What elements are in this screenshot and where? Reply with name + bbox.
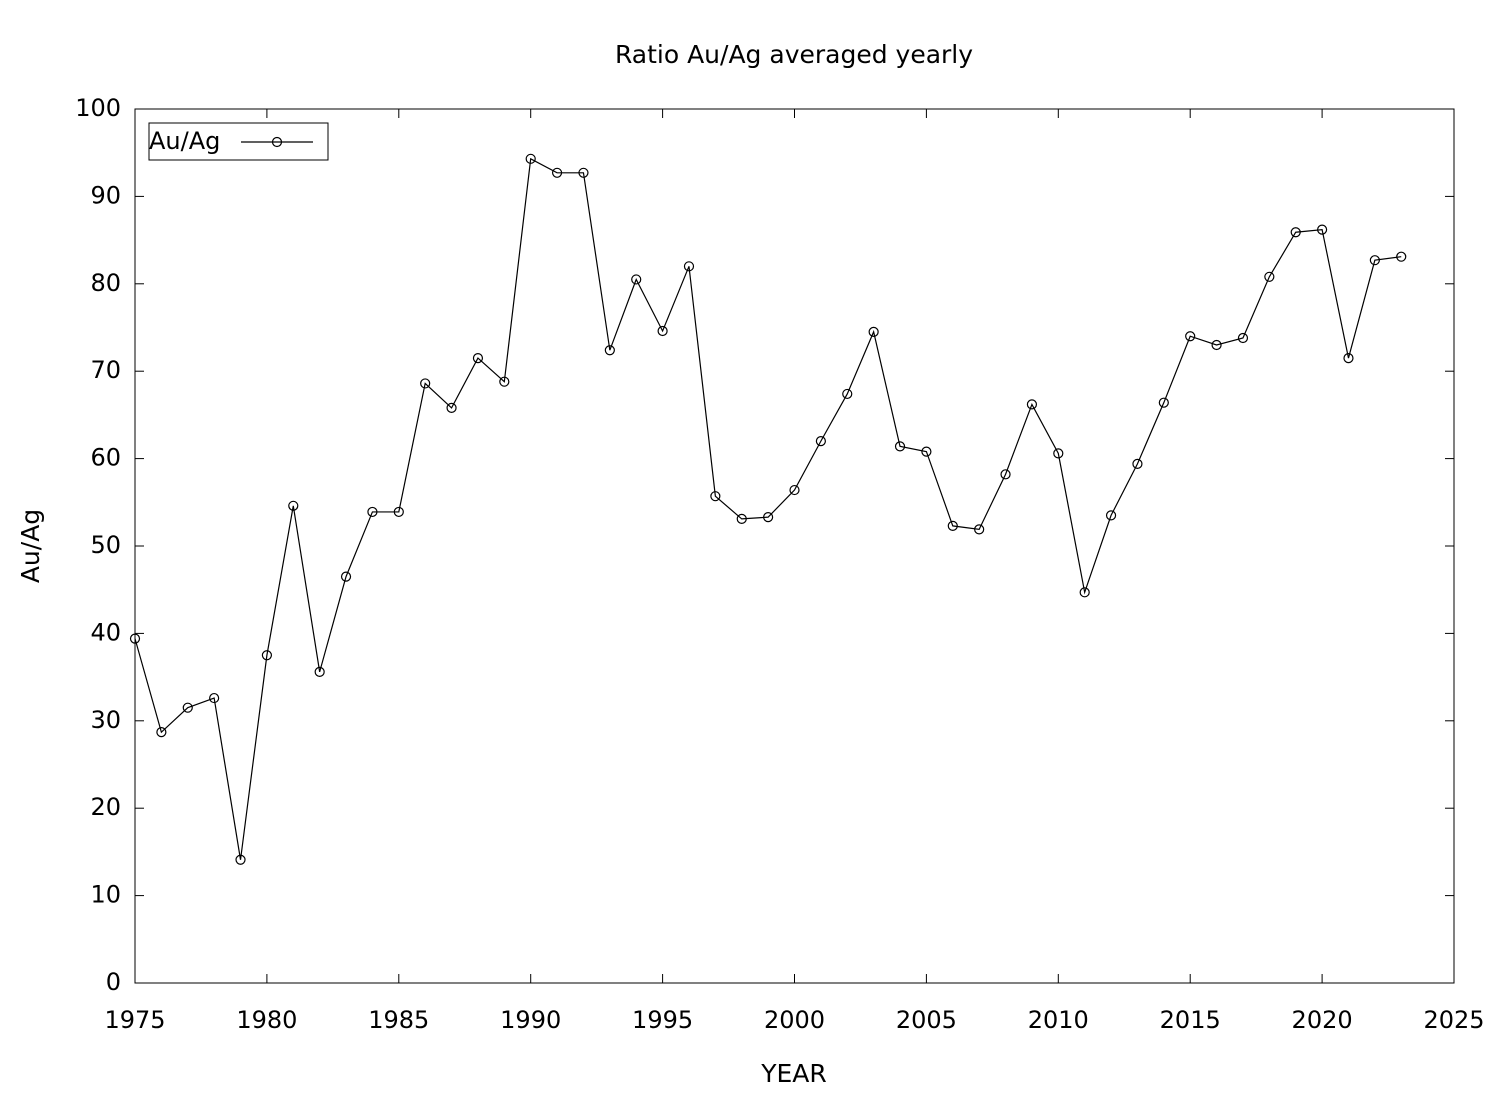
x-tick-label: 2020 [1292,1006,1353,1034]
data-point [1343,352,1354,364]
data-point [420,378,431,389]
data-point [657,325,668,337]
chart-title: Ratio Au/Ag averaged yearly [615,40,973,69]
data-point [1290,227,1301,238]
x-tick-label: 1975 [104,1006,165,1034]
y-tick-label: 60 [90,444,121,472]
data-point [736,513,747,525]
data-point [763,512,774,523]
data-point [367,506,378,518]
data-point [947,520,958,531]
data-point [1316,224,1328,235]
data-point [551,167,563,178]
data-point [340,571,352,582]
data-point [393,506,404,518]
data-point [1132,458,1143,469]
plot-frame [134,108,1455,984]
legend-label: Au/Ag [149,127,220,155]
data-point [1185,331,1196,342]
y-tick-label: 10 [90,881,121,909]
data-point [974,524,985,535]
legend-marker [271,136,283,148]
data-point [525,153,536,164]
data-point [604,345,615,356]
y-tick-label: 0 [106,968,121,996]
y-tick-label: 80 [90,269,121,297]
x-tick-label: 1990 [500,1006,561,1034]
data-point [1079,587,1090,598]
data-point [578,167,589,178]
series-line [134,157,1402,860]
x-axis-label: YEAR [760,1059,827,1088]
x-tick-label: 2025 [1423,1006,1484,1034]
y-tick-label: 100 [75,94,121,122]
data-point [1105,510,1117,521]
data-point [314,666,325,677]
y-tick-label: 90 [90,181,121,209]
data-point [815,436,826,447]
x-tick-label: 2000 [764,1006,825,1034]
data-point [921,446,932,457]
data-point [235,854,246,865]
data-point [499,376,510,387]
y-axis-label: Au/Ag [16,509,45,583]
x-tick-label: 1980 [236,1006,297,1034]
y-tick-label: 40 [90,618,121,646]
data-point [209,692,220,704]
data-point [842,388,853,400]
x-tick-label: 2010 [1028,1006,1089,1034]
data-point [1369,255,1380,266]
data-point [1237,332,1249,344]
data-point [894,441,906,452]
x-tick-label: 1985 [368,1006,429,1034]
x-tick-label: 1995 [632,1006,693,1034]
y-tick-label: 70 [90,356,121,384]
data-point [1211,339,1222,351]
data-point [1000,469,1011,480]
data-point [631,274,642,285]
data-point [156,727,167,738]
x-tick-label: 2015 [1160,1006,1221,1034]
data-point [1053,448,1064,459]
legend-box [148,122,329,161]
data-point [1396,251,1407,262]
data-point [129,633,141,644]
data-point [261,650,272,661]
data-point [1158,397,1169,408]
data-point [683,261,695,272]
y-tick-label: 30 [90,706,121,734]
data-point [1026,399,1038,410]
data-point [868,326,879,337]
data-point [288,500,299,511]
data-point [1264,271,1275,282]
data-point [182,702,193,713]
data-point [789,484,800,496]
data-point [472,352,484,364]
y-tick-label: 20 [90,793,121,821]
y-tick-label: 50 [90,531,121,559]
x-tick-label: 2005 [896,1006,957,1034]
data-point [710,491,721,502]
data-point [446,402,457,414]
